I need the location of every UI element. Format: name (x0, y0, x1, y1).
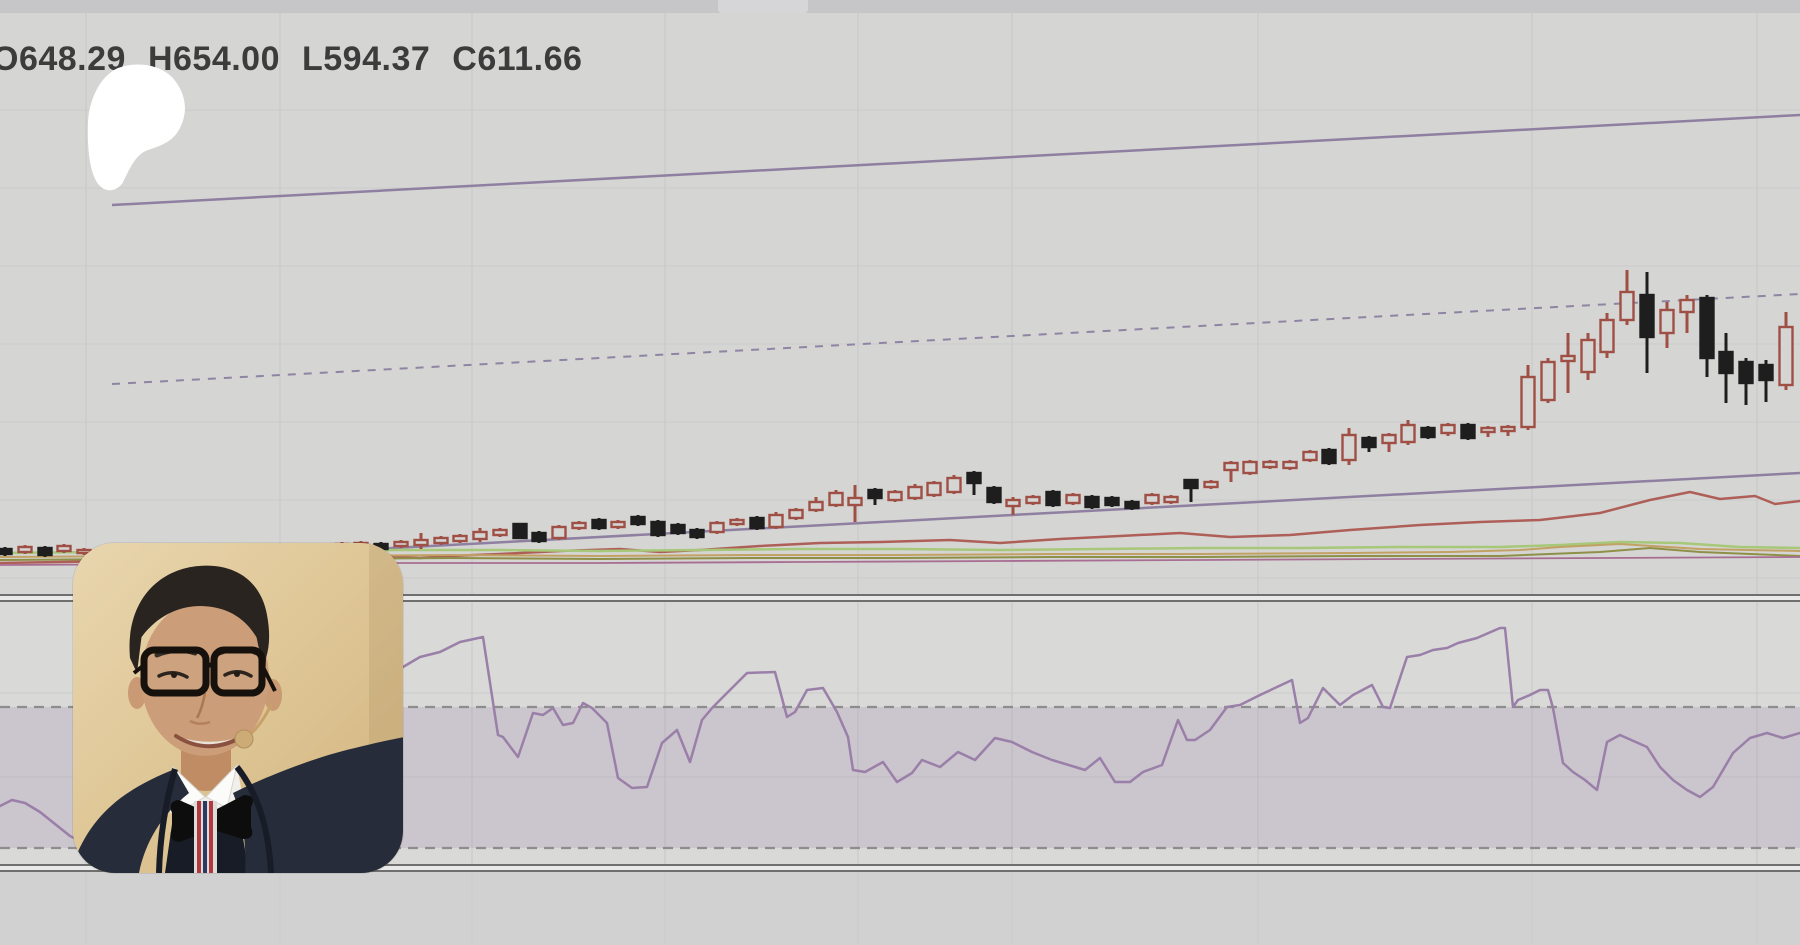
ohlc-close: C611.66 (452, 40, 583, 78)
ohlc-high: H654.00 (147, 40, 280, 78)
top-edge-tab (718, 0, 808, 13)
webcam-overlay (73, 543, 403, 873)
ohlc-low: L594.37 (302, 40, 431, 78)
top-edge-strip (0, 0, 1800, 13)
suit-left (73, 769, 189, 873)
panel-divider-lower[interactable] (0, 864, 1800, 872)
glasses (140, 646, 210, 697)
ohlc-legend: O648.29 H654.00 L594.37 C611.66 (0, 40, 604, 79)
time-axis-canvas (85, 872, 1758, 945)
suit-right (233, 737, 403, 873)
white-blob-logo (87, 64, 185, 191)
price-chart-canvas[interactable] (0, 0, 1800, 594)
panel-divider-upper[interactable] (0, 594, 1800, 602)
price-chart-panel[interactable] (0, 0, 1800, 594)
presenter-photo (73, 543, 403, 873)
time-axis-strip[interactable] (0, 872, 1800, 945)
hair (129, 565, 270, 658)
ohlc-open: O648.29 (0, 40, 126, 78)
mic-windscreen (234, 729, 254, 749)
